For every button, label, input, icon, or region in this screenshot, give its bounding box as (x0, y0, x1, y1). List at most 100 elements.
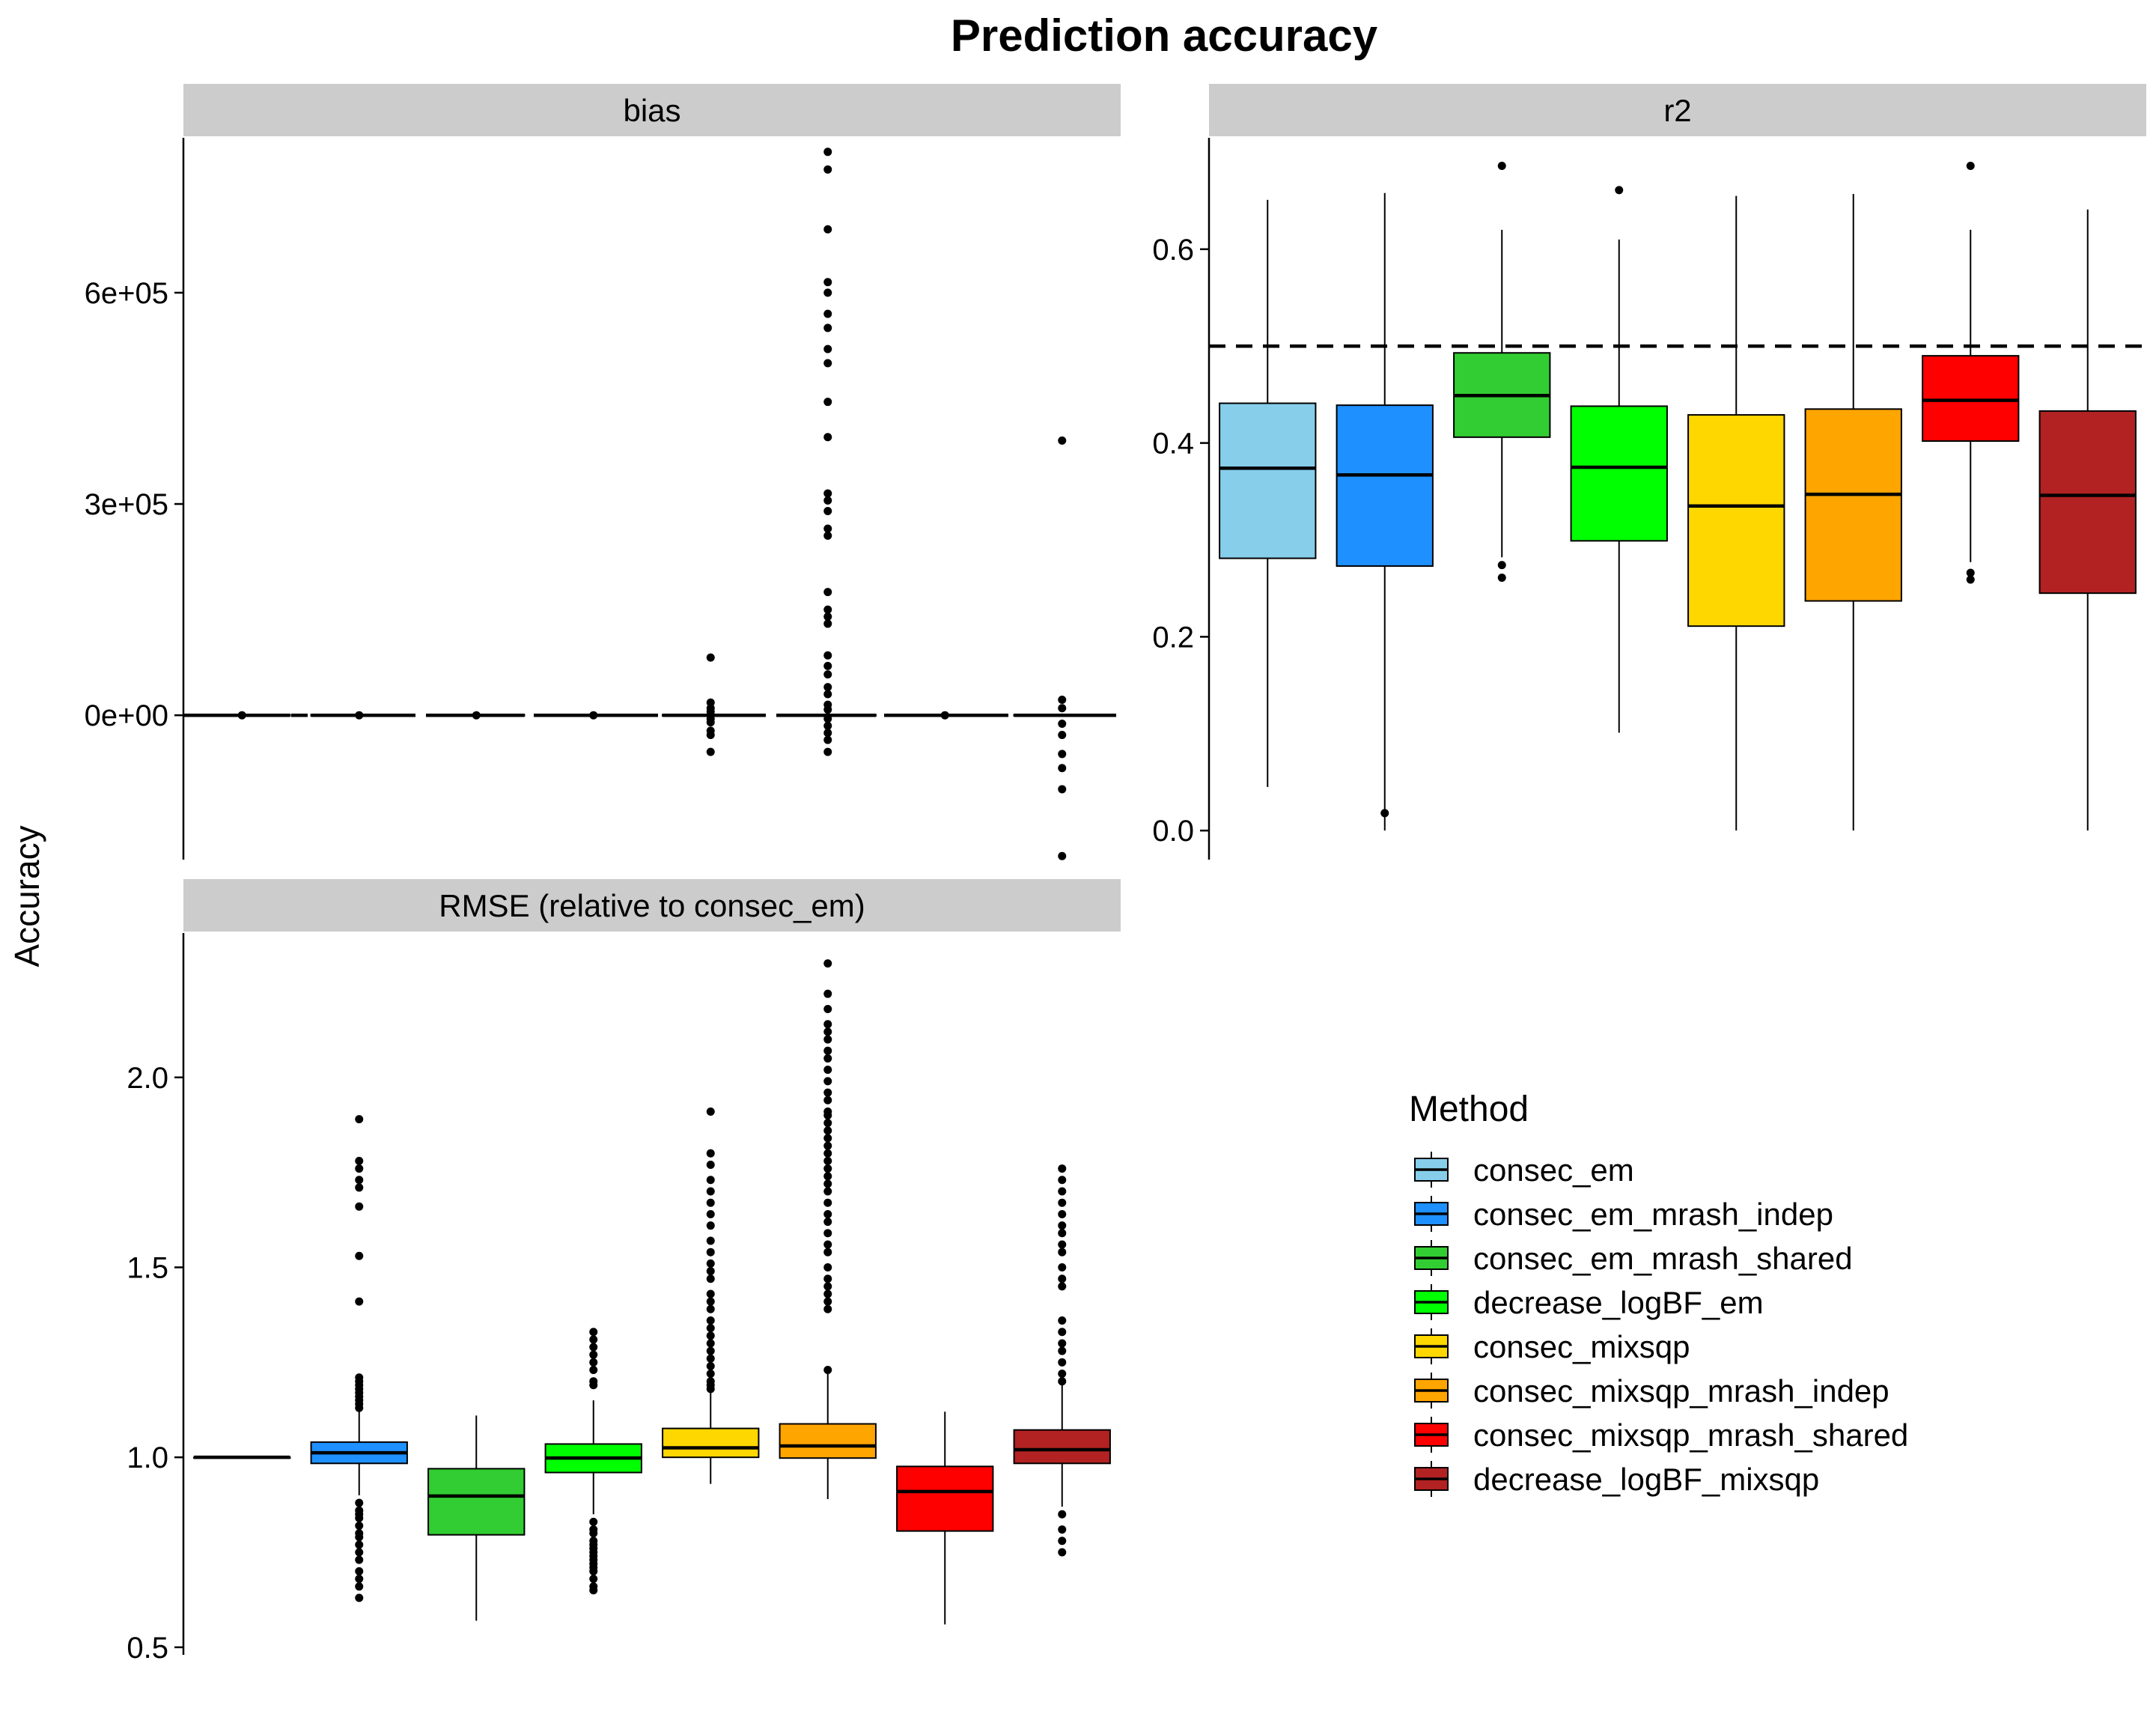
outlier-point (823, 705, 832, 714)
box-r2-consec_em (1219, 199, 1317, 787)
outlier-point (706, 1248, 715, 1257)
outlier-point (823, 1077, 832, 1086)
outlier-point (1058, 1358, 1067, 1367)
outlier-point (1966, 575, 1975, 584)
outlier-point (355, 1533, 364, 1542)
outlier-point (1058, 1164, 1067, 1173)
outlier-point (1058, 1229, 1067, 1238)
panel-rmse: RMSE (relative to consec_em) 0.5 1.0 1.5 2.0 (127, 879, 1121, 1665)
outlier-point (706, 1176, 715, 1185)
outlier-point (706, 1346, 715, 1355)
outlier-point (706, 731, 715, 740)
outlier-point (823, 1365, 832, 1374)
outlier-point (589, 1381, 598, 1390)
outlier-point (823, 613, 832, 622)
outlier-point (823, 1066, 832, 1075)
outlier-point (1058, 704, 1067, 713)
box-body (1922, 355, 2020, 443)
outlier-point (823, 433, 832, 442)
outlier-point (823, 1262, 832, 1271)
box-r2-consec_mixsqp (1687, 195, 1785, 831)
outlier-point (1966, 162, 1975, 171)
legend: Method consec_em consec_em_mrash_indepcons… (1409, 1090, 1908, 1497)
outlier-point (823, 1304, 832, 1313)
outlier-point (589, 1343, 598, 1352)
outlier-point (1058, 1248, 1067, 1257)
outlier-point (1966, 568, 1975, 577)
outlier-point (706, 1354, 715, 1363)
box-rmse-consec_mixsqp (662, 1107, 760, 1484)
y-axis-label: Accuracy (7, 825, 46, 967)
outlier-point (823, 1297, 832, 1306)
outlier-point (1497, 561, 1506, 570)
outlier-point (706, 1221, 715, 1230)
outlier-point (706, 698, 715, 707)
outlier-point (823, 989, 832, 998)
box-r2-consec_em_mrash_shared (1453, 162, 1551, 582)
outlier-point (355, 1164, 364, 1173)
legend-item-consec_mixsqp_mrash_shared: consec_mixsqp_mrash_shared (1414, 1417, 1908, 1453)
legend-label: consec_mixsqp (1473, 1329, 1690, 1364)
strip-label-bias: bias (623, 93, 680, 128)
outlier-point (823, 1274, 832, 1283)
strip-background-r2 (1209, 84, 2146, 136)
outlier-point (823, 398, 832, 407)
outlier-point (823, 1156, 832, 1165)
outlier-point (823, 1218, 832, 1227)
outlier-point (706, 1339, 715, 1348)
outlier-point (1615, 186, 1624, 195)
box-r2-decrease_logBF_em (1570, 186, 1668, 733)
outlier-point (706, 1149, 715, 1158)
outlier-point (1058, 750, 1067, 759)
outlier-point (706, 1316, 715, 1325)
outlier-point (355, 1540, 364, 1549)
legend-title: Method (1409, 1090, 1529, 1129)
box-r2-decrease_logBF_mixsqp (2038, 209, 2137, 831)
outlier-point (1058, 1262, 1067, 1271)
outlier-point (823, 1141, 832, 1150)
outlier-point (1058, 764, 1067, 773)
outlier-point (1058, 719, 1067, 728)
outlier-point (823, 588, 832, 597)
outlier-point (823, 729, 832, 738)
outlier-point (706, 1209, 715, 1218)
outlier-point (823, 1027, 832, 1036)
outlier-point (823, 489, 832, 498)
legend-item-decrease_logBF_em: decrease_logBF_em (1414, 1284, 1764, 1320)
outlier-point (589, 1517, 598, 1526)
box-r2-consec_mixsqp_mrash_indep (1804, 194, 1902, 831)
box-body (1804, 408, 1902, 602)
outlier-point (823, 278, 832, 287)
outlier-point (355, 1567, 364, 1575)
outlier-point (355, 1156, 364, 1165)
legend-label: decrease_logBF_em (1473, 1285, 1764, 1320)
outlier-point (706, 1259, 715, 1268)
outlier-point (823, 1020, 832, 1029)
y-tick-label-rmse: 1.0 (127, 1441, 168, 1474)
legend-label: consec_mixsqp_mrash_indep (1473, 1373, 1889, 1409)
box-body (2038, 410, 2137, 595)
outlier-point (823, 1096, 832, 1104)
outlier-point (589, 1358, 598, 1367)
outlier-point (706, 1267, 715, 1276)
outlier-point (823, 661, 832, 670)
box-body (662, 1427, 760, 1459)
outlier-point (1058, 785, 1067, 794)
outlier-point (823, 1209, 832, 1218)
outlier-point (355, 1513, 364, 1522)
outlier-point (589, 1365, 598, 1374)
outlier-point (1058, 1282, 1067, 1291)
outlier-point (823, 148, 832, 157)
outlier-point (355, 1575, 364, 1584)
legend-item-consec_em: consec_em (1414, 1152, 1634, 1188)
legend-item-consec_em_mrash_shared: consec_em_mrash_shared (1414, 1240, 1853, 1276)
outlier-point (1058, 1187, 1067, 1196)
outlier-point (1058, 1377, 1067, 1386)
box-body (896, 1465, 994, 1532)
box-body (1219, 402, 1317, 559)
outlier-point (1058, 1510, 1067, 1519)
y-tick-label-rmse: 0.5 (127, 1632, 168, 1665)
box-rmse-consec_mixsqp_mrash_indep (779, 959, 877, 1499)
